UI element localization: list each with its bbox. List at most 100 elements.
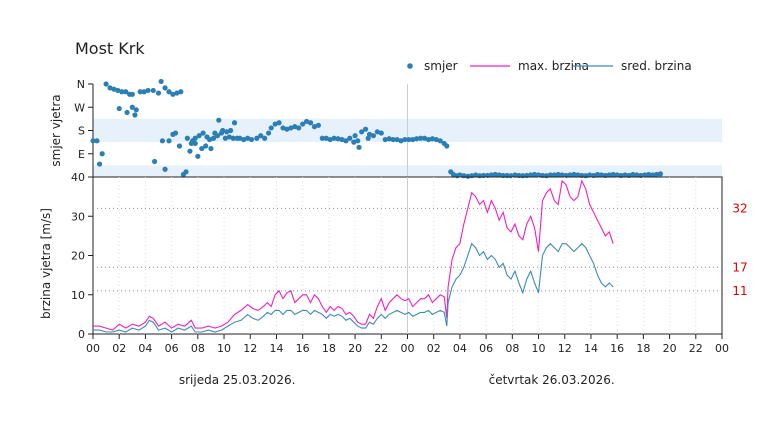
direction-point	[622, 172, 628, 178]
direction-point	[258, 133, 264, 139]
direction-point	[231, 120, 238, 126]
direction-point	[425, 136, 432, 143]
direction-point	[347, 135, 353, 141]
direction-point	[327, 136, 333, 143]
legend-label-smjer: smjer	[424, 59, 458, 73]
direction-point	[129, 91, 135, 97]
direction-point	[103, 81, 109, 87]
direction-point	[496, 172, 502, 178]
x-tick-label: 04	[138, 342, 152, 355]
direction-point	[614, 172, 620, 178]
direction-point	[222, 135, 228, 141]
direction-point	[141, 89, 147, 95]
x-tick-label: 08	[505, 342, 519, 355]
x-tick-label: 18	[322, 342, 336, 355]
direction-point	[292, 124, 298, 130]
direction-point	[241, 136, 247, 143]
direction-point	[559, 172, 565, 178]
direction-point	[649, 172, 656, 178]
direction-point	[192, 135, 198, 141]
direction-point	[220, 127, 226, 134]
direction-point	[176, 143, 183, 149]
direction-point	[551, 172, 557, 178]
direction-point	[359, 129, 365, 135]
direction-point	[192, 140, 198, 147]
speed-tick-label: 30	[71, 210, 85, 223]
direction-point	[96, 161, 103, 167]
direction-point	[410, 136, 416, 143]
direction-point	[535, 172, 542, 178]
direction-tick-label: N	[77, 78, 85, 91]
direction-point	[284, 126, 290, 132]
x-tick-label: 06	[479, 342, 493, 355]
direction-y-label: smjer vjetra	[49, 94, 63, 166]
direction-point	[642, 172, 648, 178]
direction-point	[245, 135, 251, 141]
direction-point	[210, 135, 217, 141]
direction-point	[421, 135, 428, 141]
x-tick-label: 04	[453, 342, 467, 355]
direction-point	[99, 151, 105, 157]
direction-point	[230, 135, 236, 141]
direction-point	[145, 87, 151, 94]
speed-tick-label: 0	[78, 328, 85, 341]
direction-point	[488, 172, 494, 178]
direction-point	[132, 112, 138, 118]
direction-point	[119, 89, 125, 95]
direction-point	[196, 133, 202, 139]
direction-point	[184, 135, 190, 141]
direction-point	[151, 158, 158, 165]
x-tick-label: 22	[374, 342, 388, 355]
direction-point	[129, 104, 135, 110]
x-tick-label: 14	[584, 342, 598, 355]
direction-point	[343, 138, 349, 144]
direction-point	[555, 171, 561, 178]
speed-y-label: brzina vjetra [m/s]	[39, 208, 53, 319]
speed-tick-label: 10	[71, 289, 85, 302]
x-tick-label: 08	[191, 342, 205, 355]
x-tick-label: 02	[427, 342, 441, 355]
series-line-max	[93, 179, 614, 331]
direction-point	[199, 145, 205, 152]
x-tick-label: 16	[296, 342, 310, 355]
direction-point	[532, 171, 538, 178]
legend-label-sred: sred. brzina	[621, 59, 692, 73]
x-tick-label: 12	[558, 342, 572, 355]
direction-point	[212, 130, 218, 136]
direction-point	[444, 143, 450, 149]
direction-point	[587, 172, 593, 178]
direction-point	[268, 125, 274, 131]
legend: smjer max. brzina sred. brzina	[407, 59, 692, 73]
direction-point	[630, 171, 636, 178]
direction-point	[319, 135, 325, 141]
direction-point	[311, 124, 318, 130]
day-label: srijeda 25.03.2026.	[179, 373, 296, 387]
direction-point	[94, 138, 100, 144]
direction-point	[429, 136, 435, 142]
direction-point	[172, 130, 179, 136]
direction-point	[170, 91, 176, 97]
reference-line-label: 32	[732, 201, 747, 215]
direction-point	[390, 136, 396, 143]
speed-panel: 11 17 32 0 10 20 30 brzina vjetra [m/s]	[39, 176, 748, 341]
x-tick-label: 16	[610, 342, 624, 355]
direction-point	[166, 89, 172, 95]
direction-point	[276, 120, 282, 126]
direction-point	[575, 172, 581, 178]
x-tick-label: 00	[401, 342, 415, 355]
direction-point	[335, 136, 341, 142]
direction-point	[465, 173, 471, 179]
direction-point	[646, 171, 652, 178]
direction-point	[133, 107, 139, 113]
x-tick-label: 22	[689, 342, 703, 355]
direction-point	[115, 87, 121, 94]
direction-point	[406, 136, 412, 143]
direction-point	[365, 135, 371, 141]
series-line-sred	[93, 242, 614, 333]
x-tick-label: 10	[217, 342, 231, 355]
direction-point	[331, 135, 337, 141]
direction-point	[378, 130, 384, 136]
direction-point	[394, 136, 400, 143]
direction-point	[323, 135, 329, 141]
